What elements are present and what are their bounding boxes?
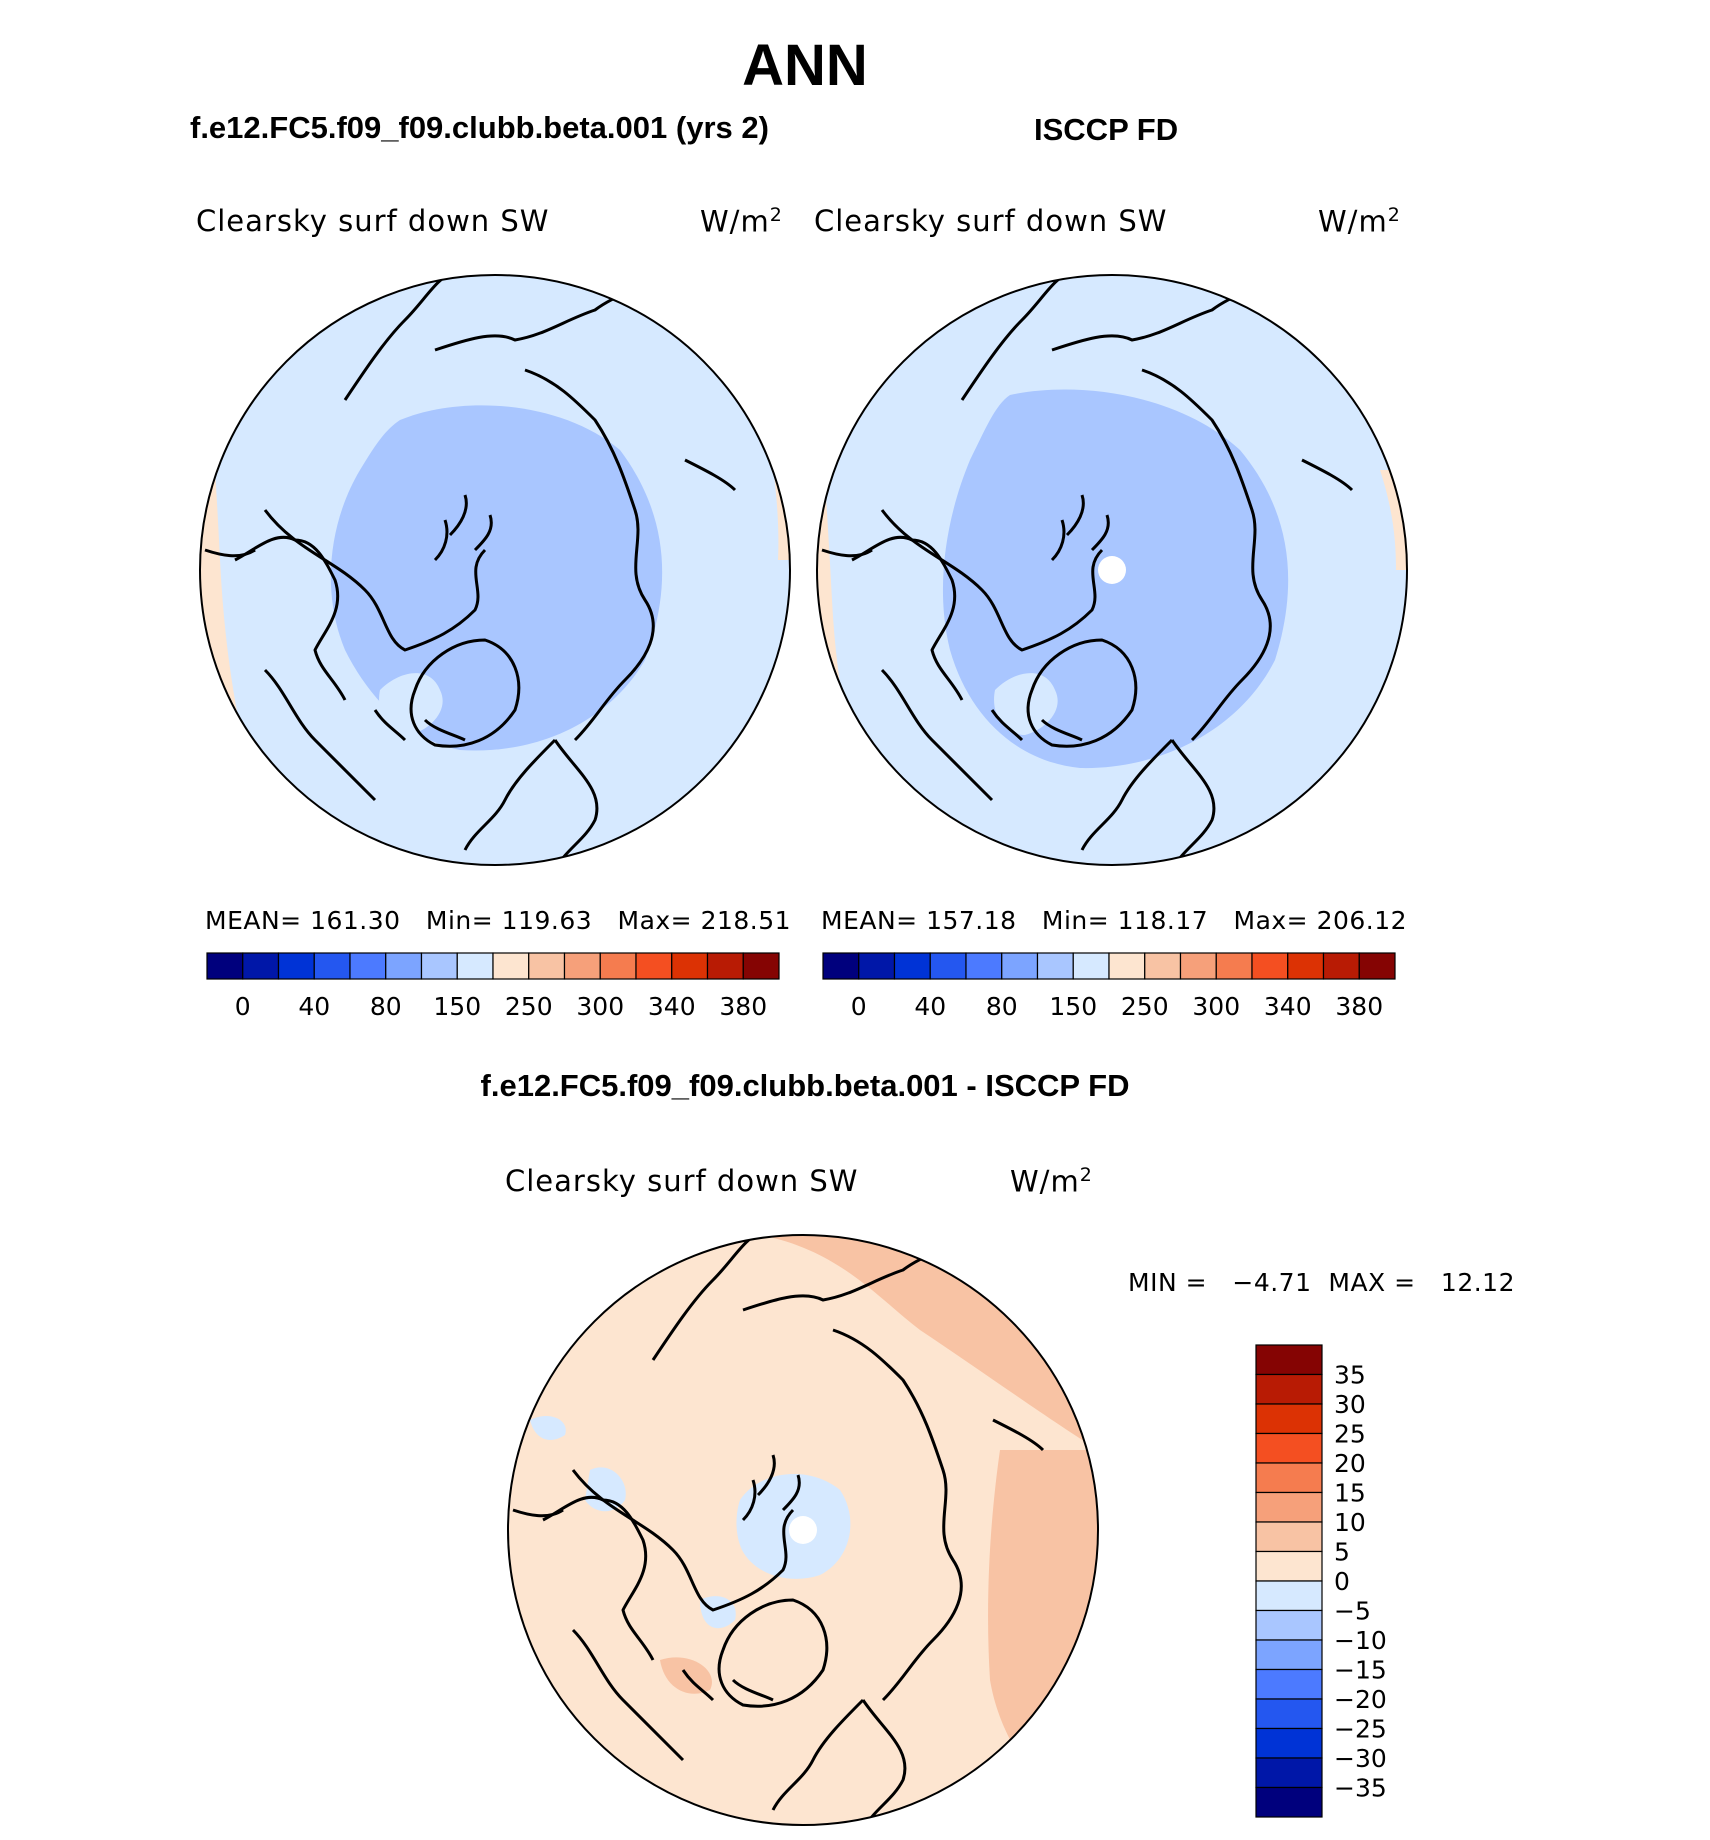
vertical-colorbar-tick-label: −35 (1334, 1774, 1387, 1803)
right-horizontal-colorbar: 0 40 80 150 250 300 340 380 (822, 952, 1396, 1021)
left-colorbar-swatch (313, 952, 351, 980)
vertical-colorbar-tick-label: −15 (1334, 1656, 1387, 1685)
right-variable-label: Clearsky surf down SW (814, 204, 1168, 238)
left-colorbar-swatch (563, 952, 601, 980)
right-polar-map (816, 274, 1408, 866)
right-colorbar-swatch (1036, 952, 1074, 980)
vertical-colorbar-swatch (1255, 1757, 1323, 1789)
vertical-colorbar-swatch (1255, 1521, 1323, 1553)
right-stats: MEAN= 157.18 Min= 118.17 Max= 206.12 (821, 906, 1408, 935)
left-colorbar-swatch (206, 952, 244, 980)
vertical-colorbar-swatch (1255, 1639, 1323, 1671)
left-colorbar-tick-label: 340 (648, 992, 696, 1021)
vertical-colorbar-tick-label: 30 (1334, 1390, 1366, 1419)
right-colorbar-swatch (1287, 952, 1325, 980)
left-colorbar-swatch (635, 952, 673, 980)
vertical-colorbar-tick-label: −10 (1334, 1626, 1387, 1655)
left-colorbar-tick-label: 300 (576, 992, 624, 1021)
vertical-colorbar-swatch (1255, 1432, 1323, 1464)
vertical-colorbar-swatch (1255, 1373, 1323, 1405)
vertical-colorbar-tick-label: 15 (1334, 1479, 1366, 1508)
difference-range-text: MIN = −4.71 MAX = 12.12 (1128, 1268, 1515, 1297)
vertical-colorbar-swatch (1255, 1491, 1323, 1523)
right-colorbar-tick-label: 0 (851, 992, 867, 1021)
left-colorbar-swatch (599, 952, 637, 980)
right-colorbar-tick-label: 380 (1335, 992, 1383, 1021)
right-colorbar-swatch (965, 952, 1003, 980)
difference-polar-map (507, 1234, 1099, 1826)
difference-variable-label: Clearsky surf down SW (505, 1164, 859, 1198)
right-panel-title: ISCCP FD (1034, 112, 1179, 147)
left-colorbar-tick-label: 150 (433, 992, 481, 1021)
vertical-colorbar-tick-label: −20 (1334, 1685, 1387, 1714)
right-colorbar-tick-label: 340 (1264, 992, 1312, 1021)
right-colorbar-tick-label: 150 (1049, 992, 1097, 1021)
vertical-colorbar-tick-label: 0 (1334, 1567, 1350, 1596)
page-title: ANN (742, 33, 868, 98)
left-horizontal-colorbar: 0 40 80 150 250 300 340 380 (206, 952, 780, 1021)
right-colorbar-swatch (1322, 952, 1360, 980)
right-colorbar-tick-label: 250 (1121, 992, 1169, 1021)
right-colorbar-swatch (1358, 952, 1396, 980)
right-colorbar-swatch (1179, 952, 1217, 980)
left-colorbar-swatch (528, 952, 566, 980)
vertical-colorbar-tick-label: −25 (1334, 1715, 1387, 1744)
right-colorbar-swatch (1144, 952, 1182, 980)
right-colorbar-swatch (1215, 952, 1253, 980)
vertical-colorbar-swatch (1255, 1462, 1323, 1494)
right-colorbar-swatch (858, 952, 896, 980)
left-colorbar-swatch (385, 952, 423, 980)
vertical-colorbar-tick-label: 25 (1334, 1420, 1366, 1449)
left-colorbar-swatch (706, 952, 744, 980)
left-colorbar-swatch (742, 952, 780, 980)
vertical-colorbar-tick-label: −30 (1334, 1744, 1387, 1773)
right-colorbar-swatch (822, 952, 860, 980)
vertical-colorbar-swatch (1255, 1727, 1323, 1759)
vertical-colorbar-swatch (1255, 1609, 1323, 1641)
left-colorbar-swatch (456, 952, 494, 980)
vertical-colorbar-tick-label: 10 (1334, 1508, 1366, 1537)
right-colorbar-tick-label: 40 (914, 992, 946, 1021)
vertical-colorbar-swatch (1255, 1786, 1323, 1818)
difference-panel-title: f.e12.FC5.f09_f09.clubb.beta.001 - ISCCP… (480, 1068, 1130, 1103)
vertical-colorbar-swatch (1255, 1550, 1323, 1582)
left-colorbar-swatch (671, 952, 709, 980)
vertical-colorbar-tick-label: 5 (1334, 1538, 1350, 1567)
vertical-colorbar-tick-label: −5 (1334, 1597, 1371, 1626)
left-colorbar-tick-label: 250 (505, 992, 553, 1021)
right-units-label: W/m2 (1318, 204, 1401, 239)
right-colorbar-swatch (929, 952, 967, 980)
left-colorbar-tick-label: 80 (370, 992, 402, 1021)
left-colorbar-swatch (492, 952, 530, 980)
right-colorbar-swatch (893, 952, 931, 980)
left-colorbar-swatch (349, 952, 387, 980)
right-colorbar-tick-label: 300 (1192, 992, 1240, 1021)
right-colorbar-swatch (1001, 952, 1039, 980)
difference-units-label: W/m2 (1010, 1164, 1093, 1199)
vertical-colorbar-swatch (1255, 1668, 1323, 1700)
vertical-colorbar-tick-label: 35 (1334, 1361, 1366, 1390)
left-colorbar-swatch (420, 952, 458, 980)
left-colorbar-tick-label: 380 (719, 992, 767, 1021)
left-colorbar-tick-label: 0 (235, 992, 251, 1021)
vertical-colorbar-swatch (1255, 1403, 1323, 1435)
vertical-colorbar-swatch (1255, 1698, 1323, 1730)
left-stats: MEAN= 161.30 Min= 119.63 Max= 218.51 (205, 906, 792, 935)
right-colorbar-swatch (1108, 952, 1146, 980)
vertical-colorbar-swatch (1255, 1580, 1323, 1612)
left-colorbar-swatch (242, 952, 280, 980)
vertical-colorbar-swatch (1255, 1344, 1323, 1376)
vertical-colorbar-tick-label: 20 (1334, 1449, 1366, 1478)
left-units-label: W/m2 (700, 204, 783, 239)
left-panel-title: f.e12.FC5.f09_f09.clubb.beta.001 (yrs 2) (190, 110, 769, 145)
right-colorbar-tick-label: 80 (986, 992, 1018, 1021)
left-polar-map (199, 274, 791, 866)
left-variable-label: Clearsky surf down SW (196, 204, 550, 238)
left-colorbar-swatch (277, 952, 315, 980)
right-colorbar-swatch (1251, 952, 1289, 980)
right-colorbar-swatch (1072, 952, 1110, 980)
left-colorbar-tick-label: 40 (298, 992, 330, 1021)
